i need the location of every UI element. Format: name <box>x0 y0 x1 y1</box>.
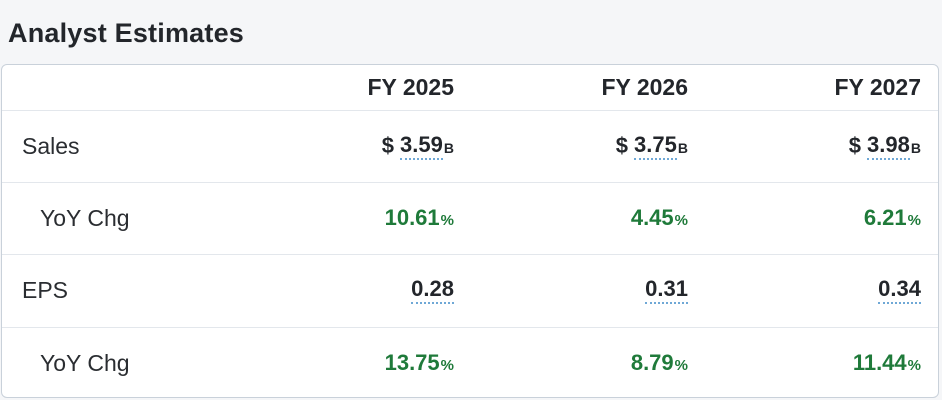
pct-value: 13.75 <box>384 350 440 375</box>
section-title: Analyst Estimates <box>8 18 244 48</box>
sales-row: Sales $3.59 B $3.75 B $3.98 B <box>2 110 938 183</box>
eps-yoy-fy2025: 13.75% <box>384 327 454 397</box>
sales-value-fy2025[interactable]: $3.59 B <box>382 110 454 182</box>
sales-yoy-row: YoY Chg 10.61% 4.45% 6.21% <box>2 182 938 255</box>
pct-value: 11.44 <box>852 350 907 375</box>
eps-amount[interactable]: 0.34 <box>878 277 921 304</box>
eps-value-fy2025[interactable]: 0.28 <box>411 254 454 327</box>
sales-amount[interactable]: 3.59 <box>400 132 443 160</box>
column-header-fy2025: FY 2025 <box>367 74 454 100</box>
percent-sign: % <box>674 211 688 229</box>
eps-value-fy2027[interactable]: 0.34 <box>878 254 921 327</box>
unit-suffix: B <box>910 140 921 156</box>
sales-value-fy2027[interactable]: $3.98 B <box>849 110 921 182</box>
eps-yoy-fy2027: 11.44% <box>852 327 921 397</box>
pct-value: 10.61 <box>384 205 440 230</box>
currency-symbol: $ <box>848 133 862 158</box>
sales-yoy-fy2025: 10.61% <box>385 182 454 254</box>
sales-yoy-label: YoY Chg <box>40 204 130 231</box>
pct-value: 8.79 <box>630 350 674 375</box>
currency-symbol: $ <box>381 133 395 158</box>
eps-label: EPS <box>22 277 69 303</box>
percent-sign: % <box>440 356 454 374</box>
percent-sign: % <box>907 356 921 374</box>
pct-value: 6.21 <box>863 205 907 230</box>
sales-label: Sales <box>22 132 80 159</box>
percent-sign: % <box>440 211 454 229</box>
sales-amount[interactable]: 3.98 <box>867 132 910 160</box>
unit-suffix: B <box>443 140 454 156</box>
eps-row: EPS 0.28 0.31 0.34 <box>2 254 938 328</box>
table-header-row: FY 2025 FY 2026 FY 2027 <box>2 65 938 111</box>
percent-sign: % <box>907 211 921 229</box>
unit-suffix: B <box>677 140 688 156</box>
sales-value-fy2026[interactable]: $3.75 B <box>616 110 688 182</box>
sales-yoy-fy2026: 4.45% <box>631 182 688 254</box>
eps-yoy-fy2026: 8.79% <box>630 327 688 397</box>
column-header-fy2026: FY 2026 <box>601 74 688 100</box>
currency-symbol: $ <box>615 133 629 158</box>
estimates-table: FY 2025 FY 2026 FY 2027 Sales $3.59 B $3.… <box>1 64 939 398</box>
eps-amount[interactable]: 0.31 <box>645 277 688 304</box>
column-header-fy2027: FY 2027 <box>834 74 921 100</box>
percent-sign: % <box>674 356 688 374</box>
sales-amount[interactable]: 3.75 <box>634 132 677 160</box>
pct-value: 4.45 <box>630 205 674 230</box>
eps-amount[interactable]: 0.28 <box>411 277 454 304</box>
eps-yoy-label: YoY Chg <box>40 349 130 376</box>
eps-value-fy2026[interactable]: 0.31 <box>645 254 688 327</box>
eps-yoy-row: YoY Chg 13.75% 8.79% 11.44% <box>2 327 938 397</box>
sales-yoy-fy2027: 6.21% <box>864 182 921 254</box>
